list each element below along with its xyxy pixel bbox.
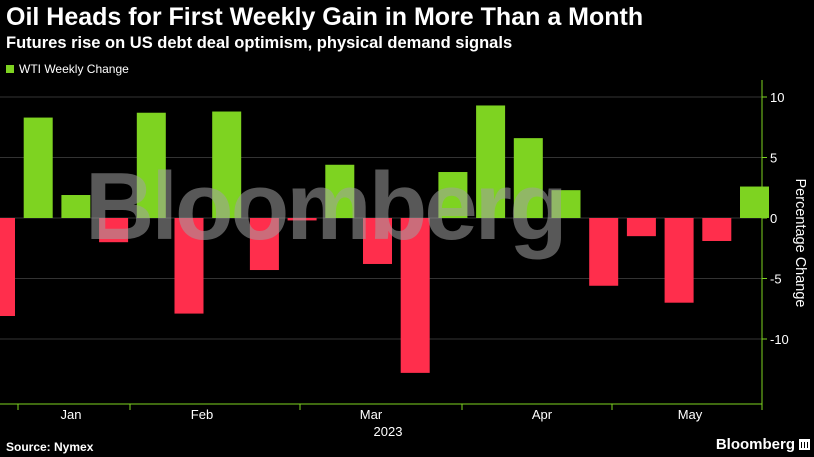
bloomberg-logo: Bloomberg [716, 436, 810, 453]
bar-chart-icon [799, 439, 810, 450]
bar [400, 218, 430, 373]
legend-swatch [6, 65, 14, 73]
bar [513, 138, 543, 218]
legend-label: WTI Weekly Change [19, 62, 129, 76]
brand-text: Bloomberg [715, 436, 795, 453]
bar [626, 218, 656, 237]
y-tick-label: 0 [770, 211, 777, 226]
x-tick-label: Feb [191, 407, 213, 422]
bar [664, 218, 694, 303]
bar [99, 218, 129, 243]
bar [23, 117, 53, 218]
bar [589, 218, 619, 286]
bar [476, 105, 506, 218]
y-tick-label: -10 [770, 332, 789, 347]
bar [438, 172, 468, 218]
bar [0, 218, 15, 317]
y-tick-label: -5 [770, 272, 782, 287]
bar [174, 218, 204, 314]
y-axis-title: Percentage Change [792, 179, 808, 308]
bar [287, 218, 317, 221]
source-note: Source: Nymex [6, 440, 94, 454]
bar [61, 195, 91, 218]
bar [325, 164, 355, 218]
legend: WTI Weekly Change [6, 62, 129, 76]
y-tick-label: 10 [770, 90, 784, 105]
bar [249, 218, 279, 271]
x-tick-label: Mar [360, 407, 383, 422]
chart-title: Oil Heads for First Weekly Gain in More … [6, 3, 644, 31]
chart-subtitle: Futures rise on US debt deal optimism, p… [6, 34, 513, 52]
bar [136, 112, 166, 218]
bar [702, 218, 732, 241]
bar [212, 111, 242, 218]
x-tick-label: May [678, 407, 703, 422]
x-tick-label: Apr [532, 407, 553, 422]
bar [363, 218, 392, 264]
bar [740, 186, 769, 218]
x-year-label: 2023 [374, 424, 403, 439]
x-tick-label: Jan [61, 407, 82, 422]
bar [551, 190, 581, 218]
y-tick-label: 5 [770, 151, 777, 166]
